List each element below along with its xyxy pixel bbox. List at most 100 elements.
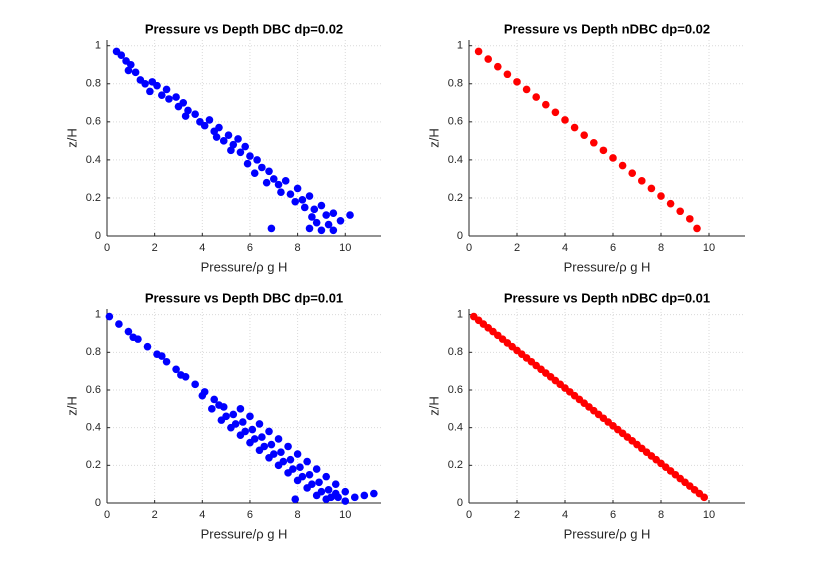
data-point [241, 142, 249, 151]
y-axis-label: z/H [64, 396, 79, 416]
data-point [360, 491, 369, 500]
data-point [262, 178, 271, 187]
x-tick-label: 10 [339, 242, 351, 254]
y-tick-label: 0.2 [448, 459, 463, 471]
data-point [277, 448, 285, 456]
x-tick-label: 6 [247, 242, 253, 254]
data-point [310, 205, 319, 214]
data-point [246, 152, 254, 160]
data-point [308, 480, 316, 488]
y-axis-label: z/H [426, 128, 441, 148]
data-point [153, 81, 161, 90]
x-tick-label: 4 [199, 509, 205, 521]
data-point [327, 493, 335, 502]
axes-background [469, 309, 745, 503]
chart-title: Pressure vs Depth nDBC dp=0.01 [504, 290, 710, 305]
data-point [609, 154, 617, 162]
data-point [162, 357, 171, 366]
data-point [317, 201, 326, 210]
data-point [212, 133, 221, 141]
data-point [503, 70, 512, 79]
data-point [300, 203, 309, 212]
x-tick-label: 0 [466, 242, 472, 254]
data-point [551, 108, 560, 117]
data-point [317, 487, 326, 496]
data-point [181, 112, 190, 120]
y-tick-label: 0 [95, 230, 101, 242]
y-axis-label: z/H [426, 396, 441, 416]
x-tick-label: 6 [610, 509, 616, 521]
data-point [274, 180, 283, 189]
data-point [236, 405, 245, 413]
data-point [165, 95, 173, 103]
data-point [215, 123, 223, 132]
data-point [227, 146, 235, 155]
data-point [657, 192, 665, 200]
x-axis-label: Pressure/ρ g H [201, 526, 288, 541]
data-point [286, 190, 295, 198]
data-point [143, 342, 152, 351]
y-tick-label: 0.4 [448, 154, 463, 166]
data-point [293, 450, 302, 458]
data-point [229, 140, 238, 149]
data-point [532, 93, 540, 101]
x-axis-label: Pressure/ρ g H [564, 526, 651, 541]
x-tick-label: 0 [104, 242, 110, 254]
data-point [315, 478, 323, 487]
data-point [686, 215, 694, 223]
data-point [346, 211, 354, 219]
x-tick-label: 10 [703, 509, 715, 521]
data-point [341, 487, 350, 496]
data-point [124, 327, 133, 336]
data-point [370, 489, 378, 498]
data-point [324, 486, 333, 494]
data-point [522, 85, 531, 94]
data-point [219, 137, 228, 145]
x-tick-label: 6 [247, 509, 253, 521]
data-point [115, 320, 123, 328]
data-point [210, 395, 219, 404]
chart-title: Pressure vs Depth DBC dp=0.01 [145, 290, 343, 305]
data-point [494, 62, 502, 71]
data-point [312, 465, 321, 473]
data-point [246, 412, 254, 421]
data-point [191, 380, 199, 389]
data-point [222, 412, 230, 421]
data-point [205, 116, 214, 124]
data-point [296, 463, 304, 472]
y-tick-label: 0.4 [86, 154, 101, 166]
axes-background [469, 40, 745, 236]
data-point [308, 213, 316, 221]
data-point [179, 98, 188, 107]
data-point [224, 131, 233, 139]
x-axis-label: Pressure/ρ g H [564, 259, 651, 274]
x-tick-label: 0 [466, 509, 472, 521]
data-point [172, 93, 180, 101]
data-point [305, 192, 314, 200]
y-tick-label: 0.6 [86, 116, 101, 128]
data-point [124, 66, 133, 75]
data-point [291, 197, 300, 206]
data-point [260, 442, 269, 451]
x-tick-label: 8 [295, 509, 301, 521]
data-point [269, 175, 278, 183]
data-point [258, 433, 266, 441]
data-point [331, 480, 340, 488]
data-point [198, 391, 207, 400]
data-point [250, 169, 259, 178]
data-point [258, 163, 266, 172]
data-point [248, 425, 257, 434]
y-tick-label: 1 [95, 40, 101, 52]
x-tick-label: 2 [152, 242, 158, 254]
axes-background [107, 40, 381, 236]
x-tick-label: 2 [514, 242, 520, 254]
y-tick-label: 0.8 [86, 78, 101, 90]
data-point [172, 365, 180, 374]
data-point [638, 177, 646, 185]
data-point [131, 68, 140, 77]
data-point [561, 116, 569, 124]
data-point [666, 199, 675, 208]
data-point [298, 196, 307, 204]
data-point [141, 79, 149, 88]
